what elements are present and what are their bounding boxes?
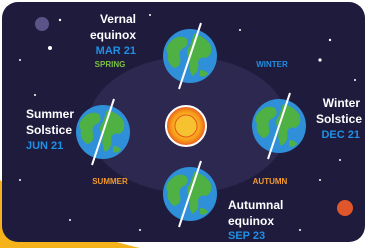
season: SPRING <box>95 60 126 69</box>
date: DEC 21 <box>321 129 360 141</box>
label: equinox <box>90 28 136 42</box>
page: Vernal equinox MAR 21 Summer Solstice JU… <box>0 0 367 248</box>
planet <box>35 17 49 31</box>
label: Autumnal <box>228 198 283 212</box>
sun-core <box>175 115 197 137</box>
date: SEP 23 <box>228 230 265 242</box>
diagram: Vernal equinox MAR 21 Summer Solstice JU… <box>0 0 367 248</box>
season: SUMMER <box>92 177 128 186</box>
label: Vernal <box>100 12 136 26</box>
label: Solstice <box>26 123 72 137</box>
date: MAR 21 <box>96 45 136 57</box>
season: WINTER <box>256 60 288 69</box>
label: equinox <box>228 214 274 228</box>
date: JUN 21 <box>26 140 63 152</box>
label: Summer <box>26 107 74 121</box>
label: Winter <box>323 96 361 110</box>
label: Solstice <box>316 112 362 126</box>
season: AUTUMN <box>253 177 288 186</box>
planet <box>337 200 353 216</box>
